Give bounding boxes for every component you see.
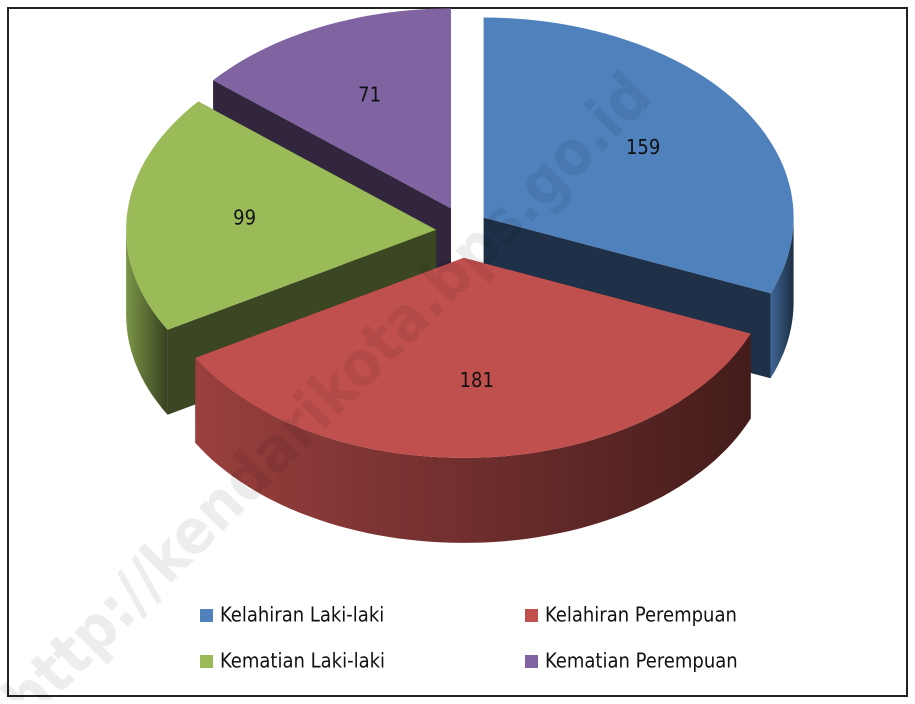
pie-slice: 159 <box>483 17 794 379</box>
legend: Kelahiran Laki-laki Kelahiran Perempuan Ke… <box>200 603 738 673</box>
pie-slice: 181 <box>195 257 751 543</box>
pie: 71 159 99 181 <box>126 8 794 543</box>
legend-label: Kelahiran Laki-laki <box>220 603 384 627</box>
data-label: 181 <box>460 368 494 392</box>
slice-top <box>213 8 451 209</box>
slice-side <box>770 217 794 379</box>
data-label: 71 <box>358 83 381 107</box>
slice-side <box>126 229 168 415</box>
data-label: 159 <box>626 135 660 159</box>
legend-label: Kelahiran Perempuan <box>545 603 737 627</box>
slice-side <box>195 333 751 543</box>
legend-label: Kematian Perempuan <box>545 649 738 673</box>
slice-top <box>195 257 751 458</box>
legend-swatch <box>200 655 213 668</box>
slice-top <box>483 17 794 294</box>
legend-swatch <box>200 609 213 622</box>
legend-swatch <box>525 655 538 668</box>
legend-swatch <box>525 609 538 622</box>
data-label: 99 <box>233 206 256 230</box>
slice-top <box>126 101 437 330</box>
legend-label: Kematian Laki-laki <box>220 649 385 673</box>
